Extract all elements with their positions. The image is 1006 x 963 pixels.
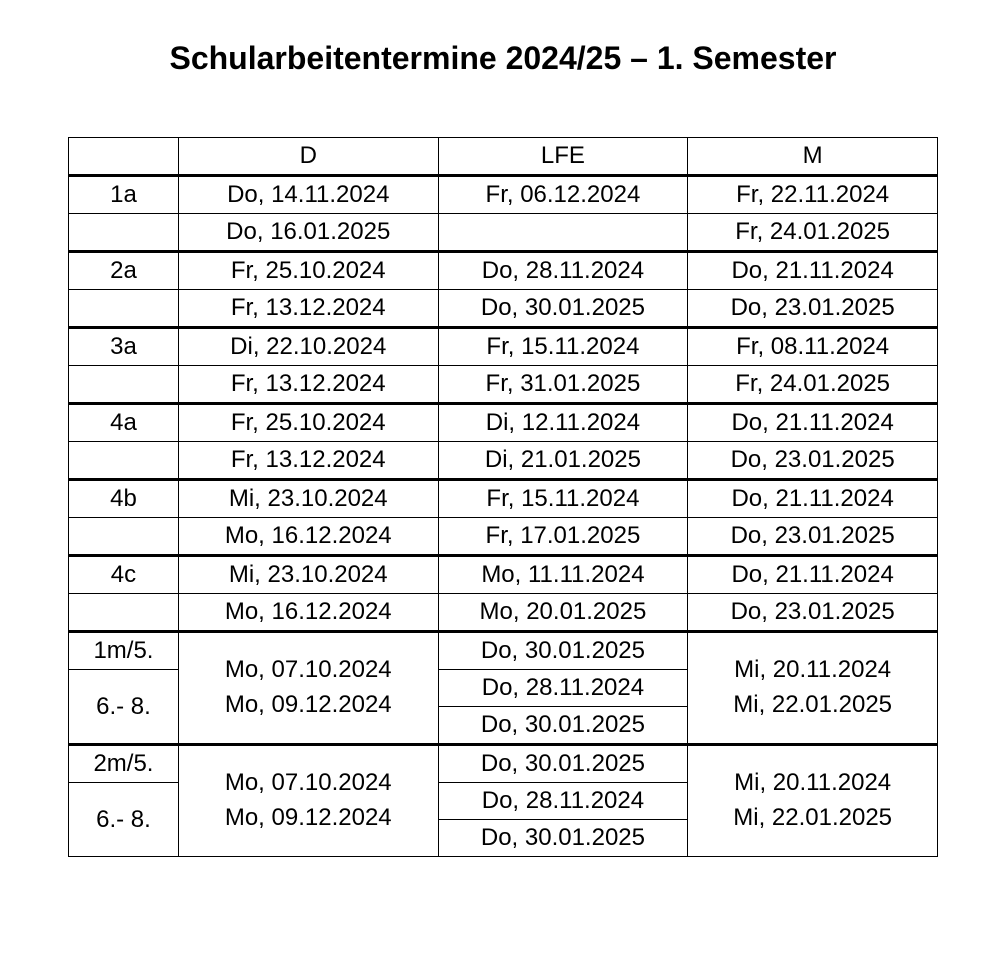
header-blank — [69, 138, 179, 176]
cell-m-line: Mi, 20.11.2024 — [734, 769, 891, 796]
row-label: 4c — [69, 556, 179, 594]
schedule-table: D LFE M 1a Do, 14.11.2024 Fr, 06.12.2024… — [68, 137, 938, 857]
row-label: 4a — [69, 404, 179, 442]
row-label — [69, 594, 179, 632]
cell-m: Do, 21.11.2024 — [688, 556, 938, 594]
row-label: 4b — [69, 480, 179, 518]
page-title: Schularbeitentermine 2024/25 – 1. Semest… — [40, 40, 966, 77]
cell-m: Mi, 20.11.2024 Mi, 22.01.2025 — [688, 745, 938, 857]
table-row: 1a Do, 14.11.2024 Fr, 06.12.2024 Fr, 22.… — [69, 176, 938, 214]
cell-lfe: Fr, 31.01.2025 — [438, 366, 688, 404]
table-row: Fr, 13.12.2024 Fr, 31.01.2025 Fr, 24.01.… — [69, 366, 938, 404]
header-lfe: LFE — [438, 138, 688, 176]
cell-d-line: Mo, 07.10.2024 — [225, 769, 392, 796]
cell-lfe: Fr, 06.12.2024 — [438, 176, 688, 214]
cell-d: Mo, 07.10.2024 Mo, 09.12.2024 — [178, 745, 438, 857]
table-row: 2a Fr, 25.10.2024 Do, 28.11.2024 Do, 21.… — [69, 252, 938, 290]
cell-lfe — [438, 214, 688, 252]
cell-m: Do, 21.11.2024 — [688, 404, 938, 442]
table-row: 1m/5. Mo, 07.10.2024 Mo, 09.12.2024 Do, … — [69, 632, 938, 670]
header-m: M — [688, 138, 938, 176]
cell-m: Do, 23.01.2025 — [688, 290, 938, 328]
cell-d: Fr, 13.12.2024 — [178, 366, 438, 404]
cell-d: Mo, 16.12.2024 — [178, 594, 438, 632]
row-label: 1m/5. — [69, 632, 179, 670]
cell-m: Do, 23.01.2025 — [688, 518, 938, 556]
table-row: 4a Fr, 25.10.2024 Di, 12.11.2024 Do, 21.… — [69, 404, 938, 442]
cell-m-line: Mi, 22.01.2025 — [733, 691, 892, 718]
cell-lfe: Di, 21.01.2025 — [438, 442, 688, 480]
cell-m-line: Mi, 20.11.2024 — [734, 656, 891, 683]
row-label — [69, 366, 179, 404]
cell-lfe: Do, 28.11.2024 — [438, 783, 688, 820]
cell-m: Fr, 24.01.2025 — [688, 214, 938, 252]
row-label: 6.- 8. — [69, 670, 179, 745]
cell-d: Fr, 13.12.2024 — [178, 442, 438, 480]
row-label — [69, 290, 179, 328]
cell-d-line: Mo, 07.10.2024 — [225, 656, 392, 683]
cell-d: Do, 14.11.2024 — [178, 176, 438, 214]
cell-d-line: Mo, 09.12.2024 — [225, 691, 392, 718]
table-row: Fr, 13.12.2024 Di, 21.01.2025 Do, 23.01.… — [69, 442, 938, 480]
cell-m: Do, 21.11.2024 — [688, 480, 938, 518]
cell-lfe: Do, 30.01.2025 — [438, 290, 688, 328]
table-row: Fr, 13.12.2024 Do, 30.01.2025 Do, 23.01.… — [69, 290, 938, 328]
row-label — [69, 518, 179, 556]
header-d: D — [178, 138, 438, 176]
table-row: Mo, 16.12.2024 Mo, 20.01.2025 Do, 23.01.… — [69, 594, 938, 632]
cell-d-line: Mo, 09.12.2024 — [225, 804, 392, 831]
cell-d: Do, 16.01.2025 — [178, 214, 438, 252]
cell-lfe: Mo, 11.11.2024 — [438, 556, 688, 594]
cell-lfe: Do, 30.01.2025 — [438, 707, 688, 745]
row-label: 2m/5. — [69, 745, 179, 783]
cell-m: Fr, 22.11.2024 — [688, 176, 938, 214]
cell-d: Mi, 23.10.2024 — [178, 480, 438, 518]
row-label: 2a — [69, 252, 179, 290]
cell-lfe: Do, 28.11.2024 — [438, 670, 688, 707]
cell-d: Fr, 25.10.2024 — [178, 252, 438, 290]
cell-d: Fr, 25.10.2024 — [178, 404, 438, 442]
cell-lfe: Fr, 15.11.2024 — [438, 328, 688, 366]
row-label — [69, 442, 179, 480]
cell-m-line: Mi, 22.01.2025 — [733, 804, 892, 831]
cell-m: Mi, 20.11.2024 Mi, 22.01.2025 — [688, 632, 938, 745]
cell-m: Fr, 24.01.2025 — [688, 366, 938, 404]
cell-lfe: Di, 12.11.2024 — [438, 404, 688, 442]
cell-lfe: Mo, 20.01.2025 — [438, 594, 688, 632]
table-header-row: D LFE M — [69, 138, 938, 176]
cell-lfe: Do, 30.01.2025 — [438, 745, 688, 783]
cell-lfe: Do, 30.01.2025 — [438, 632, 688, 670]
table-row: Do, 16.01.2025 Fr, 24.01.2025 — [69, 214, 938, 252]
cell-d: Mo, 16.12.2024 — [178, 518, 438, 556]
row-label: 3a — [69, 328, 179, 366]
cell-lfe: Do, 30.01.2025 — [438, 820, 688, 857]
row-label: 1a — [69, 176, 179, 214]
cell-lfe: Do, 28.11.2024 — [438, 252, 688, 290]
cell-m: Do, 23.01.2025 — [688, 594, 938, 632]
row-label: 6.- 8. — [69, 783, 179, 857]
cell-d: Mo, 07.10.2024 Mo, 09.12.2024 — [178, 632, 438, 745]
cell-lfe: Fr, 15.11.2024 — [438, 480, 688, 518]
table-row: 4c Mi, 23.10.2024 Mo, 11.11.2024 Do, 21.… — [69, 556, 938, 594]
cell-m: Do, 23.01.2025 — [688, 442, 938, 480]
table-row: Mo, 16.12.2024 Fr, 17.01.2025 Do, 23.01.… — [69, 518, 938, 556]
row-label — [69, 214, 179, 252]
cell-m: Fr, 08.11.2024 — [688, 328, 938, 366]
table-row: 2m/5. Mo, 07.10.2024 Mo, 09.12.2024 Do, … — [69, 745, 938, 783]
cell-d: Fr, 13.12.2024 — [178, 290, 438, 328]
table-row: 3a Di, 22.10.2024 Fr, 15.11.2024 Fr, 08.… — [69, 328, 938, 366]
cell-d: Mi, 23.10.2024 — [178, 556, 438, 594]
cell-m: Do, 21.11.2024 — [688, 252, 938, 290]
cell-lfe: Fr, 17.01.2025 — [438, 518, 688, 556]
cell-d: Di, 22.10.2024 — [178, 328, 438, 366]
table-row: 4b Mi, 23.10.2024 Fr, 15.11.2024 Do, 21.… — [69, 480, 938, 518]
